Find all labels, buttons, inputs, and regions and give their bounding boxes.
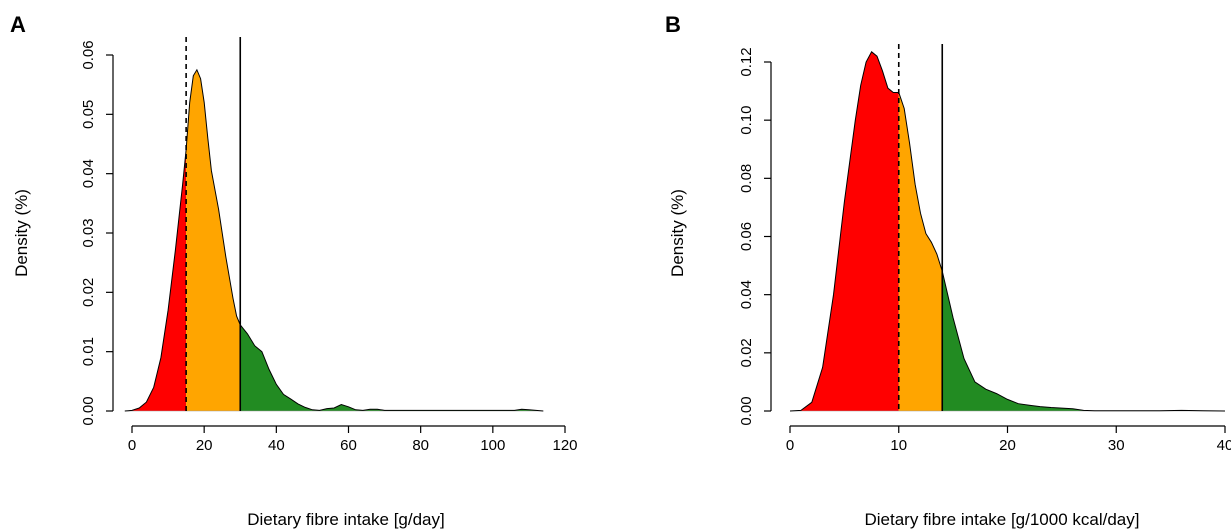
panel-a-high-region (240, 325, 544, 411)
panel-a-density-curve (124, 68, 544, 412)
panel-b-y-tick-label: 0.12 (738, 47, 755, 76)
panel-b-letter: B (665, 12, 681, 37)
panel-b-y-tick-label: 0.04 (738, 280, 755, 309)
panel-a-y-tick-label: 0.06 (80, 40, 97, 69)
panel-b-y-tick-label: 0.00 (738, 396, 755, 425)
panel-b-y-tick-label: 0.02 (738, 338, 755, 367)
panel-b-y-tick-label: 0.10 (738, 106, 755, 135)
panel-a-y-tick-label: 0.05 (80, 100, 97, 129)
panel-a-x-tick-label: 20 (196, 437, 213, 454)
panel-a-y-tick-label: 0.00 (80, 396, 97, 425)
panel-b-x-tick-label: 40 (1217, 437, 1231, 454)
panel-a-x-tick-label: 60 (340, 437, 357, 454)
panel-b-x-tick-label: 10 (890, 437, 907, 454)
panel-a-cutoffs (185, 37, 242, 411)
panel-a-x-tick-label: 100 (480, 437, 505, 454)
panel-b-cutoffs (897, 44, 944, 411)
panel-b-y-tick-label: 0.06 (738, 222, 755, 251)
panel-b-high-region (942, 271, 1225, 411)
panel-b-x-tick-label: 0 (786, 437, 794, 454)
panel-b-axes: 0 10 20 30 40 0.00 0.02 0.04 0.06 0.08 0.10 0.12 (738, 47, 1231, 454)
panel-b-density-curve (789, 51, 1226, 412)
panel-a-x-tick-label: 0 (128, 437, 136, 454)
panel-a-x-label: Dietary fibre intake [g/day] (247, 510, 444, 529)
panel-b-x-label: Dietary fibre intake [g/1000 kcal/day] (865, 510, 1140, 529)
panel-a-x-tick-label: 120 (552, 437, 577, 454)
panel-a-x-tick-label: 80 (412, 437, 429, 454)
panel-b-curve (789, 51, 1226, 412)
panel-a-curve (124, 68, 544, 412)
panel-b: B 0 10 20 30 400.000.020.040.060.080.100.12 … (665, 12, 1231, 529)
panel-a: A 0 20 40 60 80 100 120 0.00 0.01 0.02 0.03 0.04 0.0… (10, 12, 578, 529)
panel-b-y-tick-label: 0.08 (738, 164, 755, 193)
panel-a-y-tick-label: 0.02 (80, 278, 97, 307)
panel-a-y-label: Density (%) (12, 189, 31, 277)
panel-a-y-tick-label: 0.03 (80, 218, 97, 247)
panel-a-low-region (124, 149, 187, 411)
panel-a-x-tick-label: 40 (268, 437, 285, 454)
panel-a-letter: A (10, 12, 26, 37)
panel-b-low-region (790, 51, 899, 412)
panel-a-axes: 0 20 40 60 80 100 120 0.00 0.01 0.02 0.03 0.04 0.05 0… (80, 40, 578, 454)
panel-a-mid-region (186, 69, 241, 412)
panel-a-y-tick-label: 0.01 (80, 337, 97, 366)
panel-a-y-tick-label: 0.04 (80, 159, 97, 188)
panel-b-x-tick-label: 30 (1108, 437, 1125, 454)
panel-b-mid-region (898, 92, 943, 411)
panel-b-x-tick-label: 20 (999, 437, 1016, 454)
panel-b-areas (790, 51, 1225, 412)
panel-b-y-label: Density (%) (668, 189, 687, 277)
panel-a-areas (124, 69, 544, 412)
